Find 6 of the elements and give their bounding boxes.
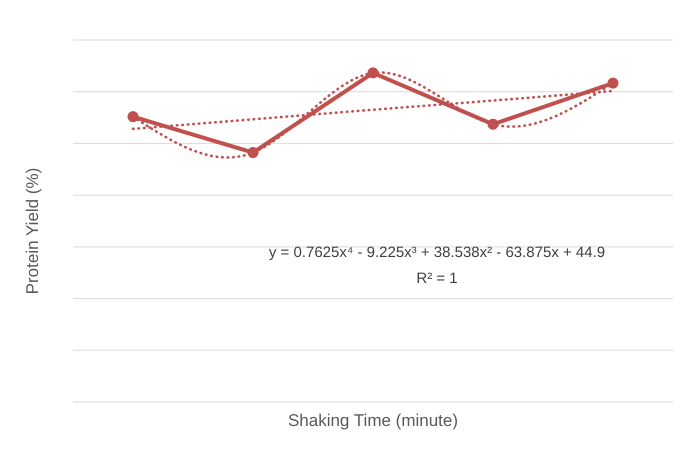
y-axis-title: Protein Yield (%) (23, 168, 42, 294)
annotation: R² = 1 (416, 270, 458, 287)
annotation: y = 0.7625x⁴ - 9.225x³ + 38.538x² - 63.875x + 44.9 (268, 244, 606, 261)
x-axis-title: Shaking Time (minute) (288, 411, 458, 430)
point (608, 78, 618, 89)
point (128, 111, 138, 122)
